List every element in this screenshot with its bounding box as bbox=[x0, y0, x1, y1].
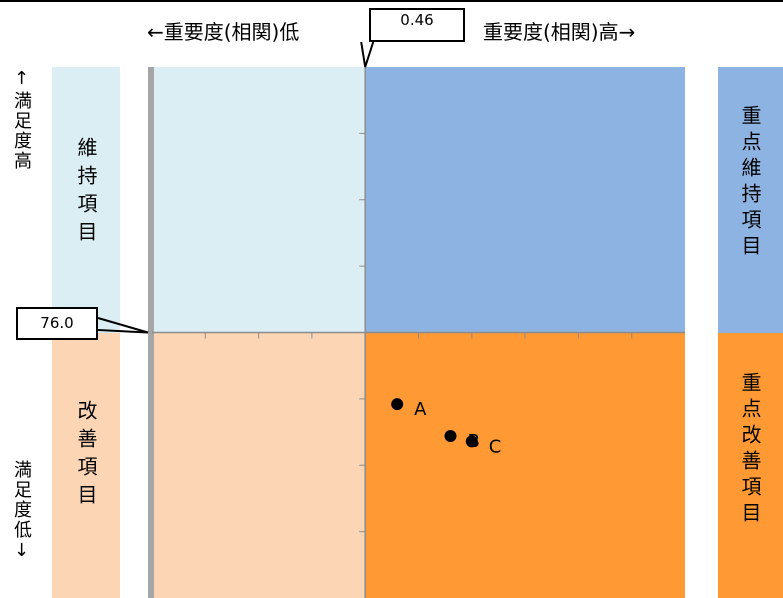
quadrant-maintain bbox=[152, 67, 366, 333]
key-maintain-label: 重点維持項目 bbox=[738, 105, 762, 261]
top-border bbox=[0, 0, 783, 2]
data-point-b bbox=[444, 430, 457, 443]
quadrant-improve bbox=[152, 332, 366, 598]
maintain-label: 維持項目 bbox=[74, 137, 98, 249]
satisfaction-high-label: ↑満足度高 bbox=[11, 68, 32, 171]
key-improve-label: 重点改善項目 bbox=[738, 372, 762, 528]
x-callout-pointer bbox=[360, 41, 375, 68]
data-label-a: A bbox=[414, 399, 427, 420]
quadrant-key-maintain bbox=[365, 67, 685, 333]
satisfaction-low-label: 満足度低↓ bbox=[11, 460, 32, 563]
data-point-c bbox=[465, 435, 478, 448]
importance-low-label: ←重要度(相関)低 bbox=[147, 20, 300, 44]
data-label-c: C bbox=[489, 436, 502, 457]
y-callout-pointer bbox=[97, 317, 149, 334]
x-reference-callout: 0.46 bbox=[369, 8, 465, 42]
key-improve-band bbox=[718, 333, 783, 598]
y-reference-callout: 76.0 bbox=[16, 307, 98, 340]
left-axis-bar bbox=[148, 67, 154, 598]
quadrant-key-improve bbox=[365, 332, 685, 598]
importance-high-label: 重要度(相関)高→ bbox=[483, 20, 636, 44]
improve-label: 改善項目 bbox=[74, 400, 98, 512]
key-maintain-band bbox=[718, 67, 783, 333]
maintain-band bbox=[52, 67, 120, 333]
data-point-a bbox=[391, 398, 404, 411]
improve-band bbox=[52, 333, 120, 598]
